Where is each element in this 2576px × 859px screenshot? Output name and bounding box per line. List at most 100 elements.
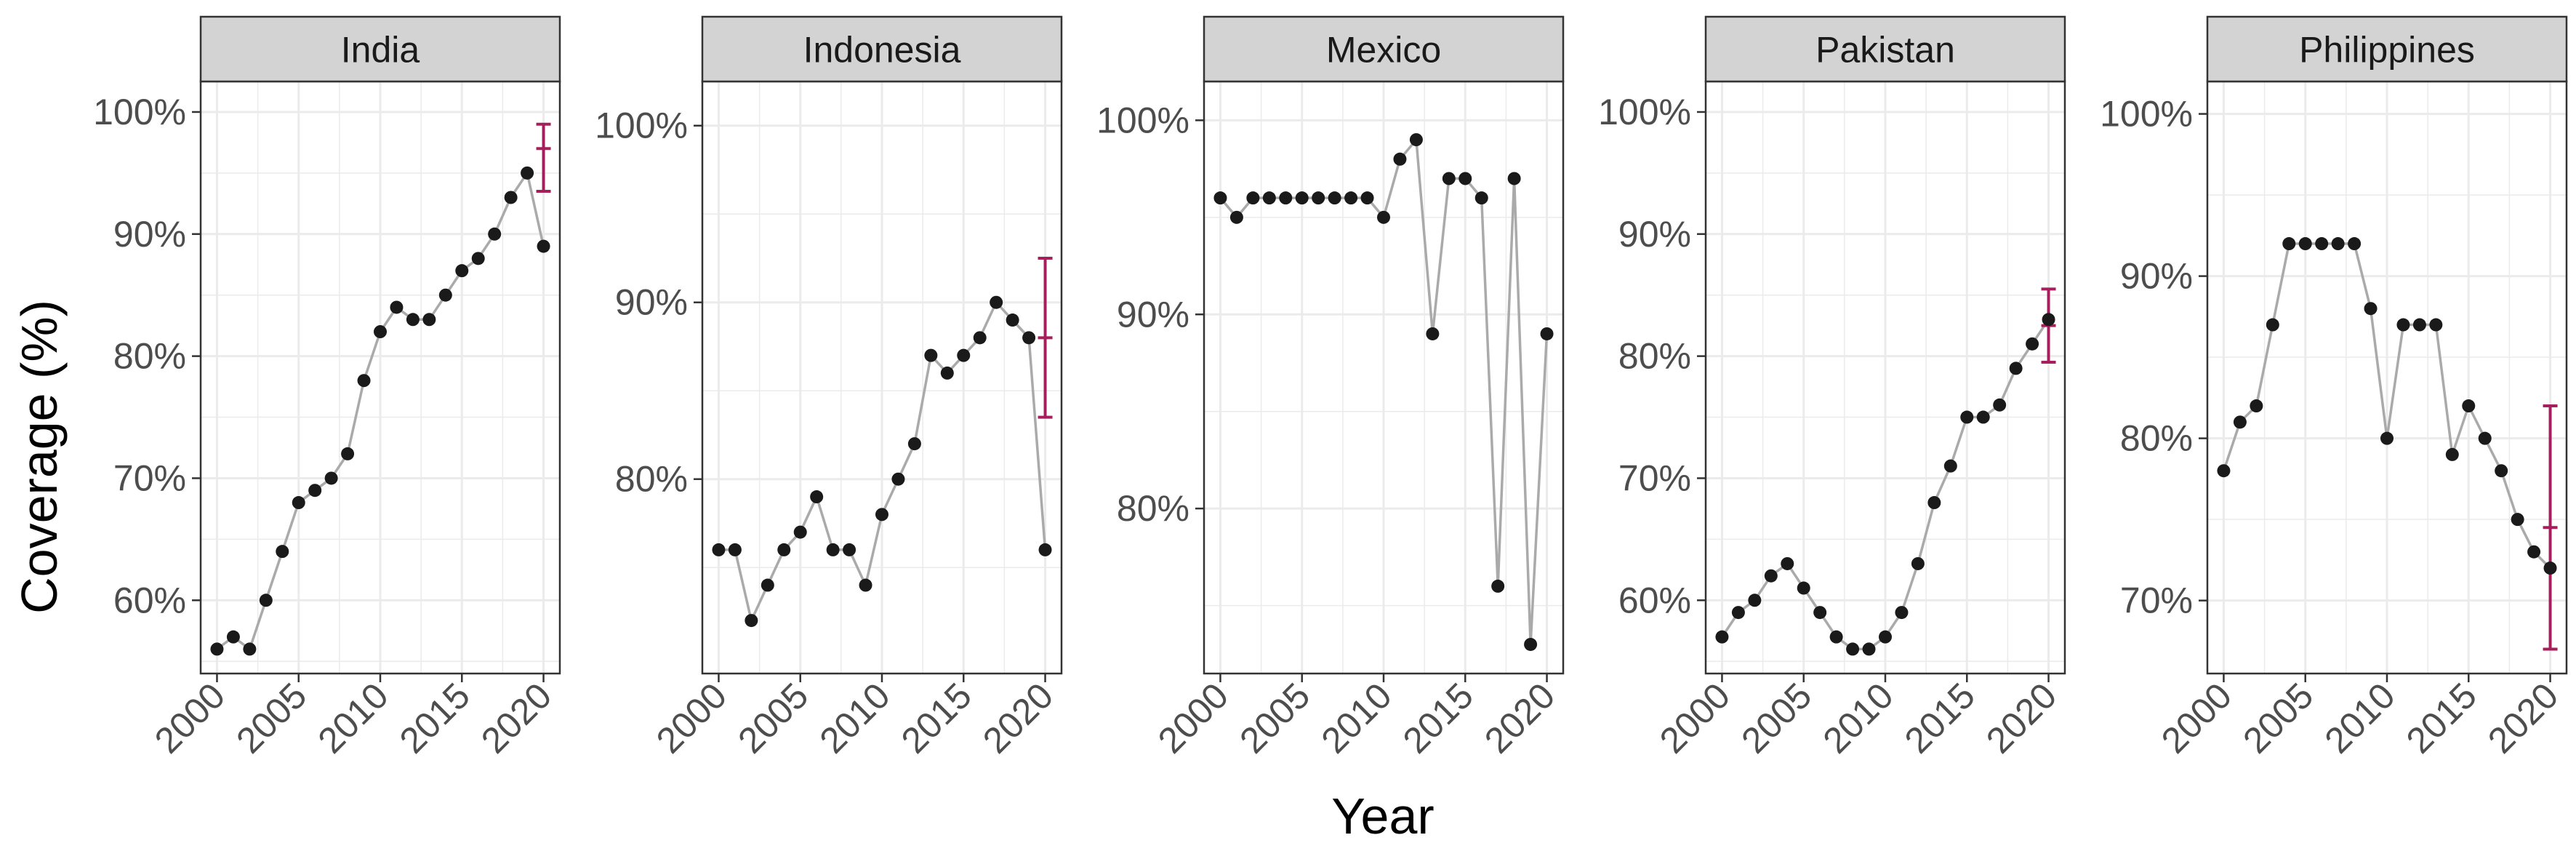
data-point (1764, 569, 1778, 583)
data-point (2429, 318, 2443, 332)
y-tick-label: 90% (2120, 256, 2193, 297)
data-point (1022, 331, 1036, 345)
x-tick-label: 2020 (2480, 675, 2566, 761)
data-point (1943, 459, 1957, 473)
error-bar (2543, 404, 2558, 651)
data-point (488, 227, 502, 241)
data-point (438, 288, 452, 302)
data-point (2396, 318, 2410, 332)
facet-label: India (341, 30, 420, 71)
data-point (990, 295, 1003, 309)
x-tick-label: 2005 (1232, 675, 1317, 761)
y-tick-label: 60% (1618, 580, 1691, 620)
data-point (1895, 606, 1909, 620)
x-tick-label: 2000 (649, 675, 734, 761)
data-point (292, 496, 305, 510)
data-point (1524, 637, 1538, 651)
data-point (2511, 513, 2524, 527)
y-tick-label: 90% (615, 282, 688, 323)
data-point (1731, 606, 1745, 620)
facet-panels: India60%70%80%90%100%2000200520102015202… (93, 15, 2568, 761)
y-tick-label: 70% (113, 458, 186, 498)
y-tick-label: 100% (1096, 100, 1189, 140)
y-tick-label: 90% (1618, 214, 1691, 255)
data-point (826, 543, 840, 556)
data-point (2009, 361, 2023, 375)
data-point (1295, 191, 1309, 205)
error-bar (536, 122, 551, 193)
data-point (1312, 191, 1325, 205)
data-point (1911, 556, 1925, 570)
data-point (712, 543, 726, 556)
y-tick-label: 80% (2120, 418, 2193, 459)
data-point (924, 348, 938, 362)
data-point (276, 545, 289, 559)
data-point (2298, 237, 2312, 251)
y-tick-label: 90% (1117, 294, 1189, 335)
x-tick-label: 2020 (1978, 675, 2064, 761)
data-point (422, 313, 436, 327)
y-tick-label: 100% (1598, 92, 1691, 132)
data-point (243, 642, 257, 656)
x-tick-label: 2020 (1477, 675, 1562, 761)
x-tick-label: 2010 (1815, 675, 1901, 761)
x-axis-title: Year (1331, 788, 1434, 844)
data-point (1458, 172, 1472, 185)
x-tick-label: 2005 (228, 675, 314, 761)
data-point (324, 471, 338, 485)
x-tick-label: 2010 (2317, 675, 2403, 761)
data-point (1262, 191, 1276, 205)
data-point (2042, 313, 2055, 327)
facet-strip (2206, 15, 2568, 83)
data-point (761, 578, 774, 592)
y-tick-label: 60% (113, 580, 186, 620)
data-point (891, 472, 905, 486)
x-tick-label: 2015 (1897, 675, 1983, 761)
data-point (1246, 191, 1260, 205)
data-point (1862, 642, 1876, 656)
data-point (1797, 581, 1810, 595)
data-point (2478, 431, 2492, 445)
data-point (907, 437, 921, 451)
facet-strip (1704, 15, 2066, 83)
data-point (1328, 191, 1341, 205)
data-point (2527, 545, 2541, 559)
y-tick-label: 80% (615, 459, 688, 500)
x-tick-label: 2000 (147, 675, 233, 761)
data-point (1813, 606, 1827, 620)
data-point (875, 508, 888, 522)
data-point (406, 313, 420, 327)
data-point (957, 348, 971, 362)
data-point (1426, 327, 1440, 340)
x-tick-label: 2015 (392, 675, 478, 761)
data-point (1474, 191, 1488, 205)
data-point (1213, 191, 1227, 205)
facet-strip (199, 15, 561, 83)
x-tick-label: 2020 (473, 675, 559, 761)
x-tick-label: 2010 (310, 675, 396, 761)
data-point (2412, 318, 2426, 332)
data-point (2331, 237, 2345, 251)
data-point (1006, 313, 1019, 327)
x-tick-label: 2010 (812, 675, 898, 761)
data-point (537, 239, 550, 253)
x-tick-label: 2020 (975, 675, 1061, 761)
error-bar (1038, 256, 1053, 419)
x-tick-label: 2000 (1150, 675, 1236, 761)
facet-strip (701, 15, 1063, 83)
data-point (1360, 191, 1374, 205)
data-point (341, 447, 355, 460)
data-point (810, 490, 824, 504)
data-point (374, 325, 387, 339)
data-point (1409, 133, 1423, 147)
x-tick-label: 2000 (1652, 675, 1738, 761)
x-tick-label: 2010 (1314, 675, 1400, 761)
data-point (2495, 464, 2508, 478)
data-point (1393, 152, 1407, 166)
x-tick-label: 2000 (2154, 675, 2239, 761)
data-point (2543, 562, 2557, 575)
data-point (1993, 398, 2007, 412)
data-point (2462, 399, 2476, 413)
data-point (2217, 464, 2231, 478)
